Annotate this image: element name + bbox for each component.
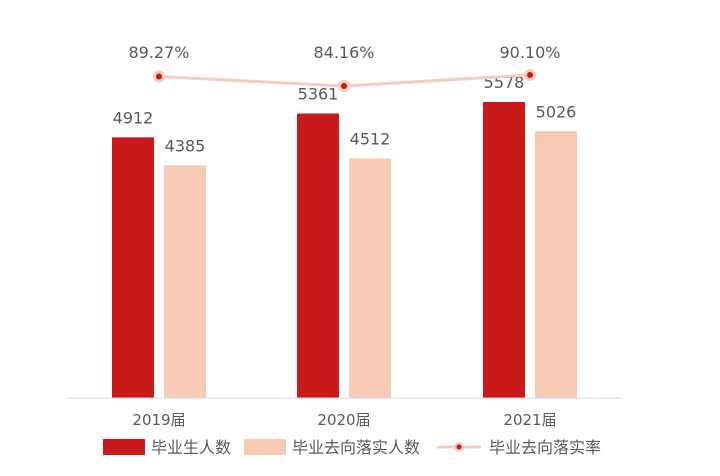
x-tick-labels: 2019届 2020届 2021届 [132,411,556,429]
x-tick-label: 2019届 [132,411,185,429]
rate-line-layer: 89.27% 84.16% 90.10% [128,43,561,92]
bar-placed-0 [164,165,206,398]
bar-placed-2 [535,131,577,398]
legend-label-0: 毕业生人数 [151,438,231,457]
legend-swatch [244,439,286,455]
x-tick-label: 2020届 [317,411,370,429]
bar-value-label: 5026 [536,102,577,121]
bar-value-label: 5361 [298,85,339,104]
legend-label-1: 毕业去向落实人数 [292,438,420,457]
legend-swatch [103,439,145,455]
bar-placed-1 [349,158,391,398]
rate-value-label: 90.10% [499,43,560,62]
bar-graduates-1 [297,113,339,399]
bar-value-label: 4912 [113,108,154,127]
legend: 毕业生人数 毕业去向落实人数 毕业去向落实率 [103,438,601,457]
rate-point-center [527,72,533,78]
legend-marker-center [456,444,462,450]
rate-point-center [341,83,347,89]
x-tick-label: 2021届 [503,411,556,429]
bar-graduates-2 [483,102,525,398]
bar-value-label: 4512 [350,130,391,149]
bar-graduates-0 [112,137,154,398]
legend-label-2: 毕业去向落实率 [489,438,601,457]
rate-point-center [156,73,162,80]
bar-value-label: 4385 [165,136,206,155]
rate-value-label: 89.27% [128,43,189,62]
rate-value-label: 84.16% [313,43,374,62]
